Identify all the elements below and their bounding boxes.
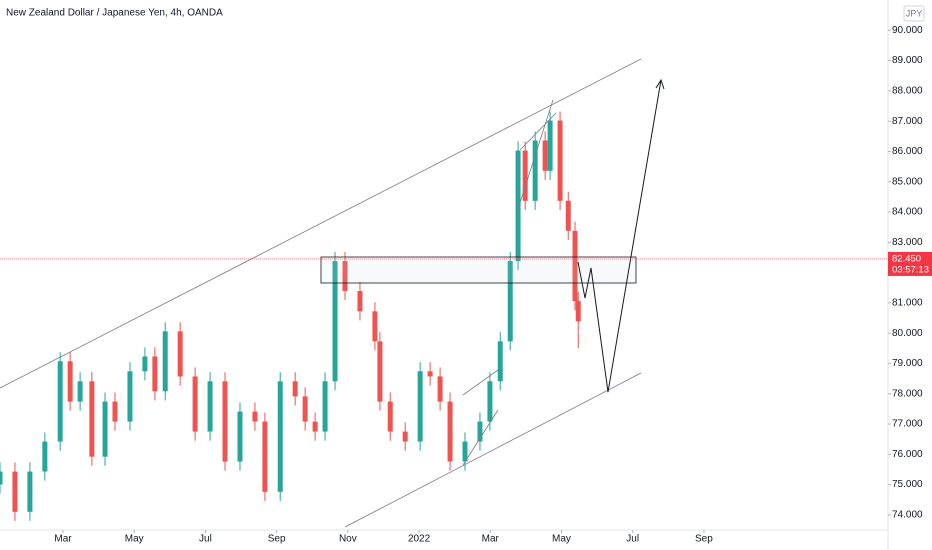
y-tick-label: 79.000 bbox=[892, 358, 923, 369]
y-tick-label: 76.000 bbox=[892, 449, 923, 460]
candle-body bbox=[222, 381, 228, 462]
x-tick-label: Nov bbox=[339, 534, 357, 545]
channel-upper bbox=[0, 58, 642, 389]
candle-body bbox=[572, 230, 578, 302]
last-price-tag bbox=[888, 251, 932, 276]
candle-body bbox=[0, 471, 3, 485]
candle-body bbox=[162, 331, 168, 392]
flag-line bbox=[462, 369, 499, 396]
zone-box bbox=[320, 256, 637, 284]
y-tick-label: 84.000 bbox=[892, 207, 923, 218]
last-price-label: 82.450 bbox=[892, 253, 921, 264]
candle-body bbox=[437, 376, 443, 402]
candle-body bbox=[487, 381, 493, 422]
candle-body bbox=[507, 261, 513, 342]
countdown: 03:57:13 bbox=[892, 264, 929, 275]
candle-body bbox=[89, 381, 95, 457]
y-tick-label: 80.000 bbox=[892, 328, 923, 339]
candle-body bbox=[477, 421, 483, 442]
candle-body bbox=[67, 361, 73, 402]
candle-body bbox=[387, 401, 393, 432]
candle-body bbox=[77, 381, 83, 402]
candle-body bbox=[12, 471, 18, 512]
wedge-line bbox=[519, 112, 557, 151]
candle-body bbox=[322, 381, 328, 432]
flag-line bbox=[462, 409, 499, 466]
currency-button-box[interactable] bbox=[903, 5, 925, 22]
y-tick-label: 87.000 bbox=[892, 116, 923, 127]
x-tick-label: Jul bbox=[199, 534, 212, 545]
y-tick-label: 75.000 bbox=[892, 479, 923, 490]
candle-body bbox=[565, 200, 571, 231]
y-tick-label: 90.000 bbox=[892, 25, 923, 36]
candle-body bbox=[57, 361, 63, 442]
candle-body bbox=[192, 376, 198, 432]
y-tick-label: 86.000 bbox=[892, 146, 923, 157]
x-tick-label: Jul bbox=[626, 534, 639, 545]
candle-body bbox=[342, 261, 348, 292]
x-tick-label: Sep bbox=[268, 534, 286, 545]
candle-body bbox=[262, 421, 268, 492]
candle-body bbox=[302, 396, 308, 422]
y-tick-label: 77.000 bbox=[892, 419, 923, 430]
candle-body bbox=[532, 140, 538, 201]
candle-body bbox=[497, 341, 503, 382]
y-tick-label: 78.000 bbox=[892, 388, 923, 399]
y-tick-label: 85.000 bbox=[892, 176, 923, 187]
x-tick-label: Mar bbox=[54, 534, 72, 545]
candle-body bbox=[142, 356, 148, 372]
candle-body bbox=[357, 291, 363, 312]
candle-body bbox=[102, 401, 108, 457]
candle-body bbox=[462, 441, 468, 462]
candle-body bbox=[447, 401, 453, 462]
y-tick-label: 89.000 bbox=[892, 55, 923, 66]
x-tick-label: May bbox=[552, 534, 571, 545]
candle-body bbox=[237, 411, 243, 462]
y-tick-label: 81.000 bbox=[892, 297, 923, 308]
projection-arrow bbox=[655, 78, 665, 90]
candle-body bbox=[277, 381, 283, 492]
candle-body bbox=[377, 341, 383, 402]
candle-body bbox=[312, 421, 318, 432]
candle-body bbox=[292, 381, 298, 397]
candle-body bbox=[42, 441, 48, 472]
x-tick-label: Sep bbox=[695, 534, 713, 545]
wedge-line bbox=[516, 99, 554, 213]
y-tick-label: 88.000 bbox=[892, 85, 923, 96]
chart-title: New Zealand Dollar / Japanese Yen, 4h, O… bbox=[6, 8, 223, 19]
candle-body bbox=[152, 356, 158, 392]
candle-body bbox=[372, 311, 378, 342]
drawings bbox=[0, 58, 665, 528]
channel-lower bbox=[344, 372, 642, 528]
x-tick-label: 2022 bbox=[408, 534, 431, 545]
candle-body bbox=[332, 261, 338, 382]
currency-button[interactable]: JPY bbox=[906, 8, 923, 18]
x-tick-label: Mar bbox=[482, 534, 500, 545]
candle-body bbox=[252, 411, 258, 422]
candle-body bbox=[207, 381, 213, 432]
candle-body bbox=[547, 120, 553, 171]
projection-path bbox=[577, 79, 662, 393]
candle-body bbox=[127, 371, 133, 422]
y-tick-label: 74.000 bbox=[892, 509, 923, 520]
candle-body bbox=[557, 120, 563, 201]
candle-body bbox=[112, 401, 118, 422]
candle-body bbox=[427, 371, 433, 377]
candle-body bbox=[515, 150, 521, 262]
candle-body bbox=[402, 431, 408, 442]
x-tick-label: May bbox=[125, 534, 144, 545]
candle-body bbox=[522, 150, 528, 201]
candle-body bbox=[27, 471, 33, 512]
candle-body bbox=[575, 301, 581, 322]
candle-body bbox=[177, 331, 183, 377]
candle-body bbox=[542, 140, 548, 171]
candle-body bbox=[417, 371, 423, 442]
y-tick-label: 83.000 bbox=[892, 237, 923, 248]
